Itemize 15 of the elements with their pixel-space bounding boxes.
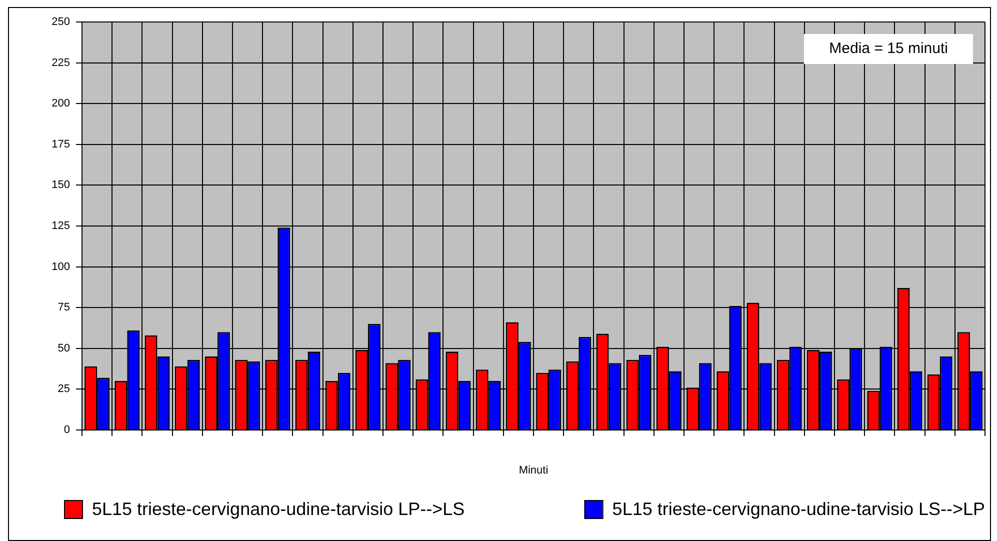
y-tick-label: 100 [52,260,70,273]
y-tick-label: 25 [58,383,70,396]
y-tick-label: 125 [52,220,70,232]
y-tick-label: 150 [52,179,70,192]
legend-label: 5L15 trieste-cervignano-udine-tarvisio LP-->LS [92,498,465,519]
y-tick-label: 250 [52,16,70,28]
y-tick-label: 50 [58,342,70,354]
y-tick-label: 200 [52,98,70,110]
y-tick-label: 175 [52,138,70,150]
x-axis-title: Minuti [518,464,548,476]
y-tick-label: 75 [58,302,70,314]
annotation: Media = 15 minuti [829,40,948,57]
y-tick-label: 225 [52,56,70,69]
legend-label: 5L15 trieste-cervignano-udine-tarvisio LS-->LP [612,498,986,519]
y-tick-label: 0 [64,424,70,436]
